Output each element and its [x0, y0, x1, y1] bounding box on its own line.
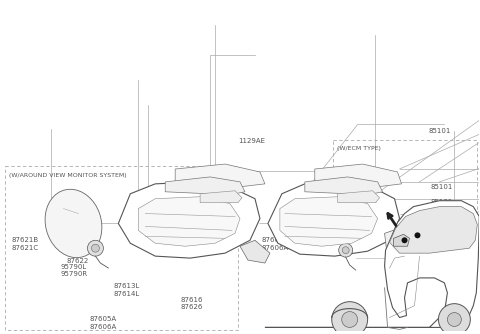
- Polygon shape: [119, 182, 260, 258]
- Polygon shape: [175, 164, 265, 187]
- Text: (W/AROUND VIEW MONITOR SYSTEM): (W/AROUND VIEW MONITOR SYSTEM): [10, 173, 127, 178]
- Text: 87605A
87606A: 87605A 87606A: [262, 237, 289, 250]
- Polygon shape: [384, 226, 420, 263]
- Circle shape: [402, 237, 408, 243]
- Text: 95790L
95790R: 95790L 95790R: [60, 264, 88, 277]
- Text: 85101: 85101: [428, 128, 450, 134]
- Text: 87605A
87606A: 87605A 87606A: [89, 317, 117, 330]
- Polygon shape: [200, 191, 242, 203]
- Text: 1129AE: 1129AE: [239, 138, 265, 144]
- Text: 85131: 85131: [431, 199, 453, 205]
- Text: 87613L
87614L: 87613L 87614L: [286, 207, 312, 221]
- Polygon shape: [390, 207, 477, 253]
- Text: 87621B
87621C: 87621B 87621C: [11, 237, 38, 250]
- Text: 87616
87626: 87616 87626: [338, 217, 360, 231]
- Text: 87621B
87621C: 87621B 87621C: [201, 182, 228, 195]
- Circle shape: [415, 232, 420, 238]
- Polygon shape: [280, 197, 378, 246]
- Polygon shape: [305, 177, 383, 195]
- Polygon shape: [338, 191, 380, 203]
- Text: 85101: 85101: [431, 184, 453, 190]
- Polygon shape: [45, 189, 102, 258]
- Circle shape: [87, 240, 103, 256]
- Circle shape: [438, 304, 470, 334]
- Circle shape: [342, 247, 349, 254]
- Polygon shape: [268, 182, 399, 256]
- Text: 87616
87626: 87616 87626: [180, 297, 203, 310]
- Polygon shape: [315, 164, 402, 187]
- Text: 87650A
87660D: 87650A 87660D: [335, 170, 362, 183]
- Circle shape: [342, 312, 358, 327]
- Circle shape: [339, 243, 353, 257]
- Polygon shape: [394, 234, 409, 246]
- Polygon shape: [165, 177, 245, 195]
- Polygon shape: [138, 197, 240, 246]
- Circle shape: [332, 302, 368, 334]
- Polygon shape: [240, 240, 270, 263]
- Text: 87613L
87614L: 87613L 87614L: [113, 284, 140, 297]
- Polygon shape: [302, 192, 354, 254]
- Polygon shape: [265, 201, 480, 327]
- Text: (W/ECM TYPE): (W/ECM TYPE): [337, 146, 381, 151]
- Text: 87612
87622: 87612 87622: [67, 250, 89, 264]
- Text: 87612
87622: 87612 87622: [225, 194, 247, 208]
- Circle shape: [447, 313, 461, 326]
- Circle shape: [91, 244, 99, 252]
